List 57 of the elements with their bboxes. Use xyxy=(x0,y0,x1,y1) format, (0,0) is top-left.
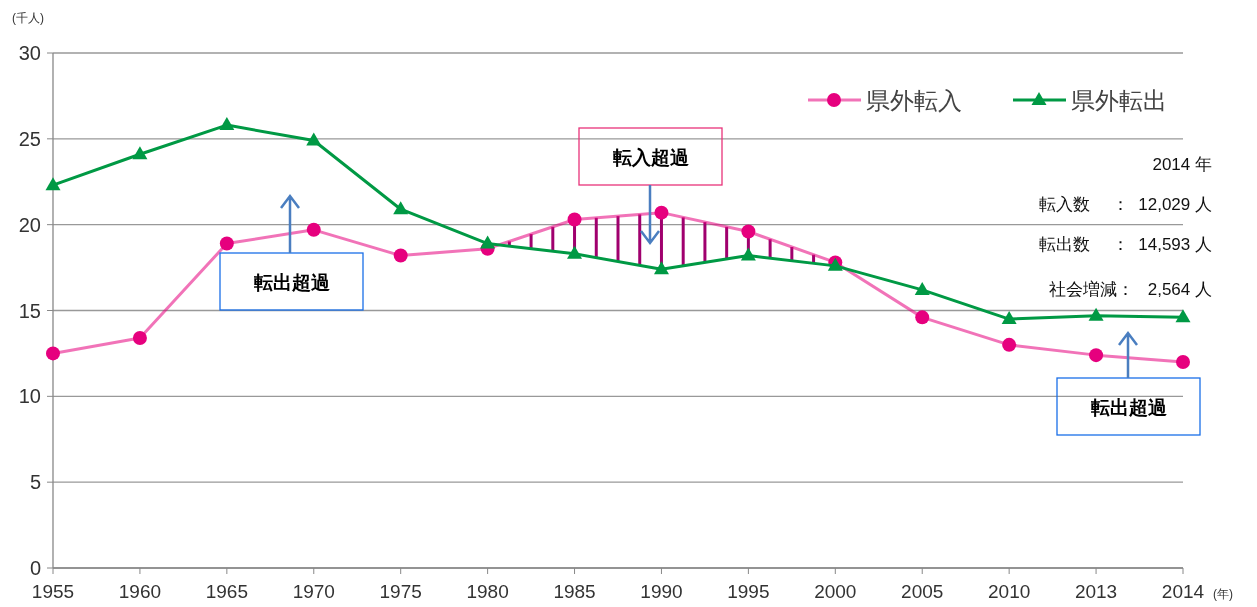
y-tick-label: 10 xyxy=(18,385,41,408)
y-tick-label: 25 xyxy=(18,127,41,150)
x-tick-label: 1990 xyxy=(640,581,683,602)
x-axis-title: (年) xyxy=(1213,587,1233,601)
x-tick-label: 1960 xyxy=(118,581,162,602)
point xyxy=(1002,337,1017,352)
point xyxy=(219,117,235,131)
x-tick-label: 1985 xyxy=(553,581,596,602)
point xyxy=(132,146,148,160)
point xyxy=(46,346,60,361)
point xyxy=(1176,355,1190,369)
point xyxy=(306,222,321,237)
annotation: 転出数 ： 14,593 人 xyxy=(1039,235,1212,254)
x-tick-label: 1975 xyxy=(379,581,422,602)
annotation: 社会増減： 2,564 人 xyxy=(1048,280,1212,299)
point xyxy=(653,261,669,275)
point xyxy=(567,245,583,259)
point xyxy=(1088,307,1104,321)
point xyxy=(393,201,409,215)
point xyxy=(45,177,61,191)
point xyxy=(306,132,322,146)
annotation: 転出超過 xyxy=(253,271,331,293)
point xyxy=(567,212,582,227)
point xyxy=(654,205,669,220)
point xyxy=(393,248,408,263)
y-tick-label: 0 xyxy=(29,557,41,579)
y-tick-label: 30 xyxy=(18,42,41,64)
point xyxy=(1175,309,1191,323)
point xyxy=(1001,311,1017,325)
annotation: 転出超過 xyxy=(1090,396,1168,418)
x-tick-label: 2013 xyxy=(1074,581,1118,602)
y-axis-title: (千人) xyxy=(12,11,44,25)
y-tick-label: 5 xyxy=(29,471,41,494)
x-tick-label: 1970 xyxy=(292,581,335,602)
x-tick-label: 1980 xyxy=(466,581,509,602)
annotation: 転入超過 xyxy=(612,146,690,168)
x-tick-label: 2014 xyxy=(1161,581,1205,602)
x-tick-label: 1965 xyxy=(205,581,248,602)
point xyxy=(1089,348,1104,363)
x-tick-label: 1955 xyxy=(31,581,75,602)
annotation: 転入数 ： 12,029 人 xyxy=(1039,195,1212,214)
point xyxy=(480,235,496,249)
point xyxy=(915,310,930,325)
y-tick-label: 15 xyxy=(18,299,41,322)
x-tick-label: 2000 xyxy=(814,581,857,602)
x-tick-label: 2010 xyxy=(988,581,1031,602)
x-tick-label: 1995 xyxy=(727,581,770,602)
point xyxy=(132,330,147,345)
point xyxy=(914,281,930,295)
x-tick-label: 2005 xyxy=(901,581,944,602)
point xyxy=(741,224,756,239)
annotation: 2014 年 xyxy=(1152,155,1212,174)
y-tick-label: 20 xyxy=(18,213,41,236)
legend-label: 県外転出 xyxy=(1071,87,1167,114)
point xyxy=(740,247,756,261)
legend-label: 県外転入 xyxy=(866,87,962,114)
point xyxy=(219,236,234,251)
